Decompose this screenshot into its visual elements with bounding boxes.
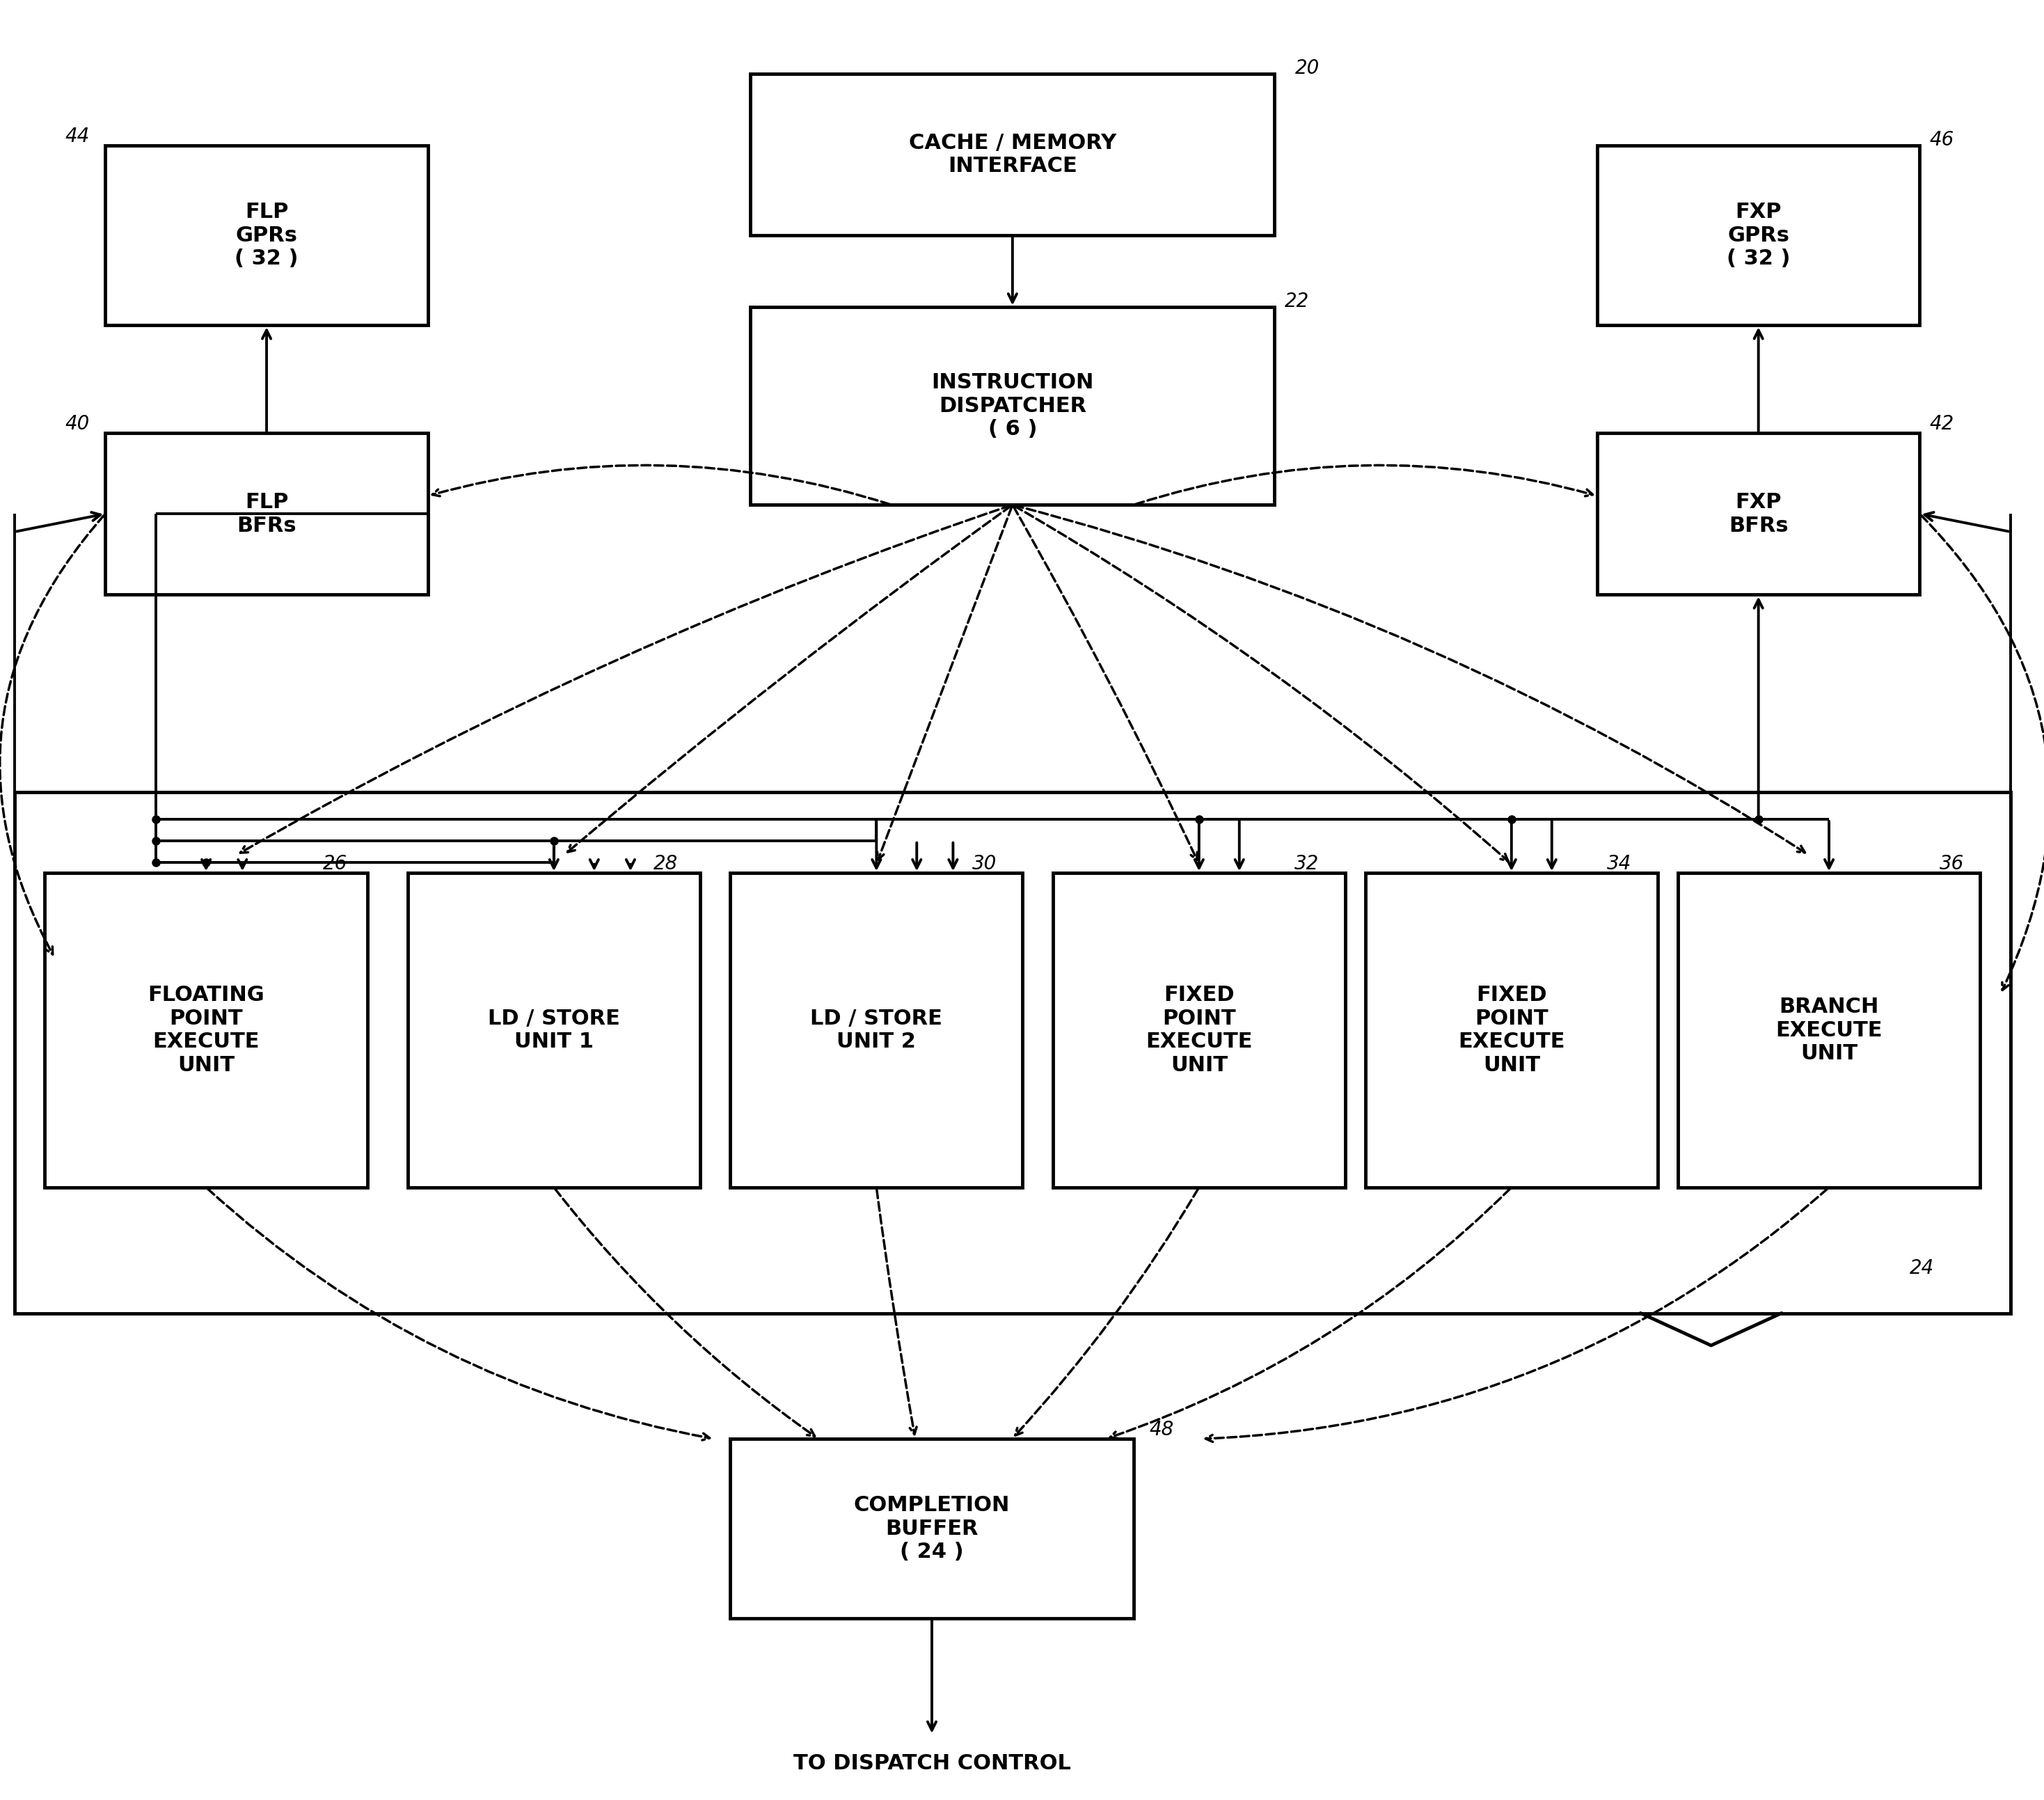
Text: 20: 20 (1294, 58, 1318, 77)
Bar (106, 146, 427, 326)
Text: 40: 40 (65, 414, 90, 434)
Text: 48: 48 (1149, 1420, 1173, 1440)
Bar (106, 434, 427, 594)
Bar (730, 873, 1022, 1188)
Text: 28: 28 (654, 855, 679, 873)
Text: BRANCH
EXECUTE
UNIT: BRANCH EXECUTE UNIT (1776, 997, 1883, 1064)
Text: CACHE / MEMORY
INTERFACE: CACHE / MEMORY INTERFACE (910, 133, 1116, 176)
Text: FIXED
POINT
EXECUTE
UNIT: FIXED POINT EXECUTE UNIT (1145, 985, 1253, 1075)
Text: LD / STORE
UNIT 1: LD / STORE UNIT 1 (489, 1008, 619, 1051)
Bar (407, 873, 699, 1188)
Text: 24: 24 (1909, 1258, 1934, 1278)
Text: 42: 42 (1930, 414, 1954, 434)
Bar (1053, 873, 1345, 1188)
Text: 26: 26 (323, 855, 347, 873)
Text: TO DISPATCH CONTROL: TO DISPATCH CONTROL (793, 1753, 1071, 1773)
Text: FLOATING
POINT
EXECUTE
UNIT: FLOATING POINT EXECUTE UNIT (147, 985, 264, 1075)
Text: FLP
BFRs: FLP BFRs (237, 491, 296, 536)
Bar (730, 1438, 1134, 1618)
Text: 36: 36 (1940, 855, 1964, 873)
Bar (750, 74, 1275, 236)
Bar (45, 873, 368, 1188)
Text: COMPLETION
BUFFER
( 24 ): COMPLETION BUFFER ( 24 ) (854, 1496, 1010, 1562)
Text: INSTRUCTION
DISPATCHER
( 6 ): INSTRUCTION DISPATCHER ( 6 ) (932, 373, 1094, 439)
Text: 22: 22 (1286, 292, 1310, 311)
Text: FXP
GPRs
( 32 ): FXP GPRs ( 32 ) (1727, 202, 1791, 268)
Bar (1365, 873, 1658, 1188)
Bar (750, 308, 1275, 504)
Text: 44: 44 (65, 126, 90, 146)
Text: 30: 30 (973, 855, 997, 873)
Bar (1596, 434, 1919, 594)
Text: 46: 46 (1930, 130, 1954, 149)
Bar (1678, 873, 1981, 1188)
Text: FIXED
POINT
EXECUTE
UNIT: FIXED POINT EXECUTE UNIT (1457, 985, 1566, 1075)
Text: FLP
GPRs
( 32 ): FLP GPRs ( 32 ) (235, 202, 298, 268)
Text: 34: 34 (1607, 855, 1631, 873)
Text: FXP
BFRs: FXP BFRs (1729, 491, 1788, 536)
Bar (14, 792, 2011, 1314)
Text: LD / STORE
UNIT 2: LD / STORE UNIT 2 (809, 1008, 942, 1051)
Text: 32: 32 (1294, 855, 1318, 873)
Bar (1596, 146, 1919, 326)
